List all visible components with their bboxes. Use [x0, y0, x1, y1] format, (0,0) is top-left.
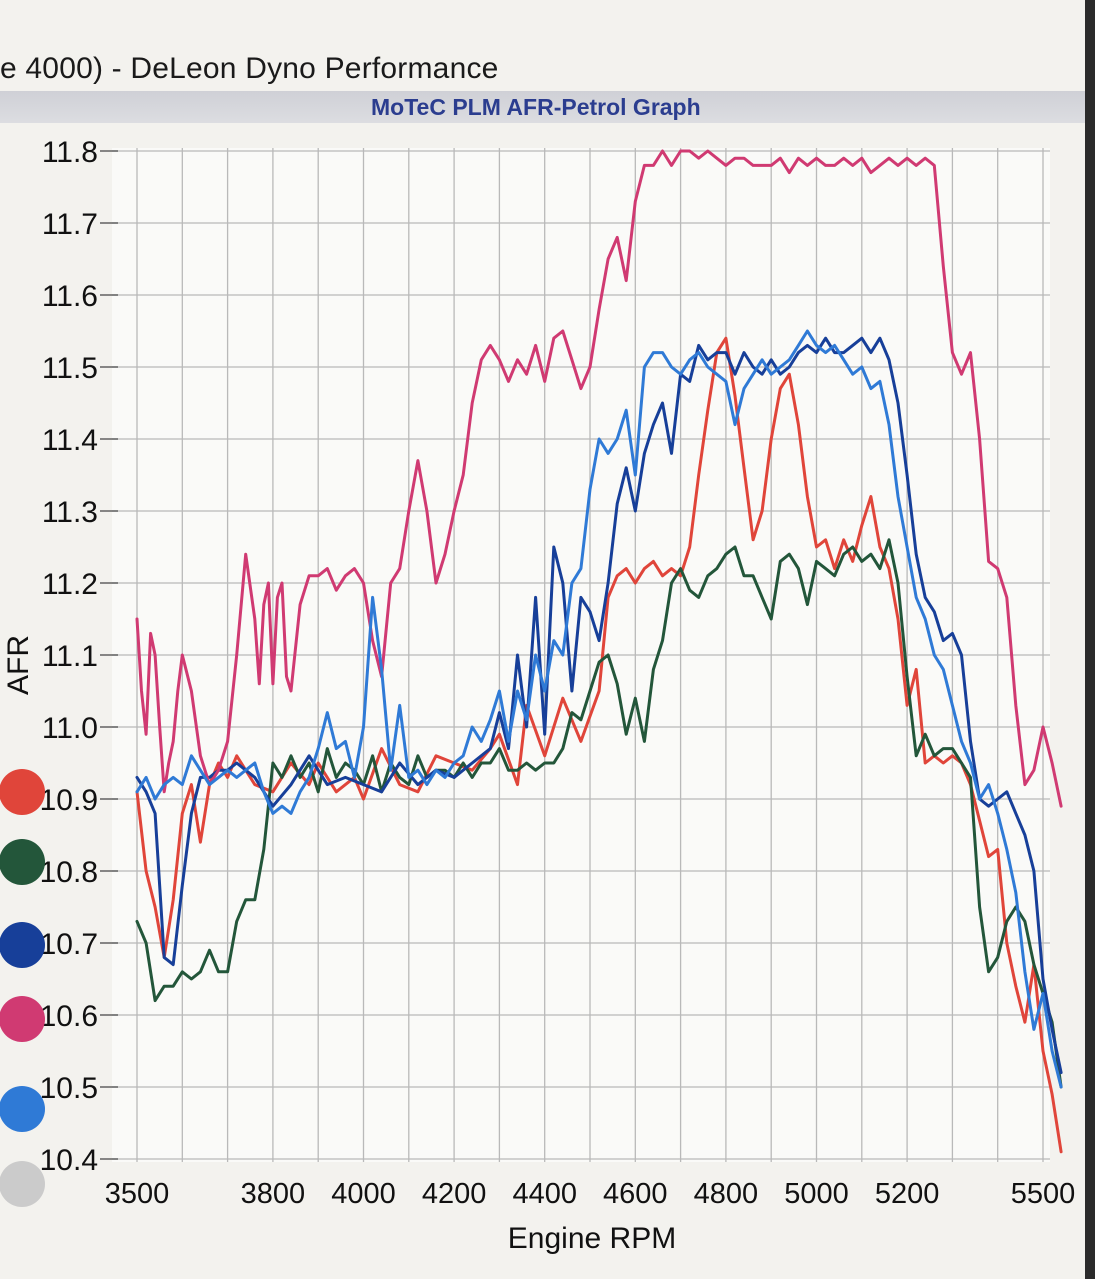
ticks-layer: 10.4 10.5 10.6 10.7 10.8 10.9 11.0 11.1 11.2 11.3…: [40, 136, 1076, 1210]
legend-swatch-4: [0, 996, 45, 1042]
legend-swatch-5: [0, 1086, 45, 1132]
y-tick-label: 11.0: [42, 712, 98, 745]
y-tick-label: 10.6: [40, 1000, 98, 1033]
y-tick-label: 10.9: [40, 784, 98, 817]
series-layer: [135, 149, 1063, 1154]
y-tick-label: 10.5: [40, 1072, 98, 1105]
legend-swatch-1: [0, 769, 45, 815]
series-line-5: [135, 329, 1063, 1089]
subtitle-band: [0, 91, 1095, 123]
series-line-4: [135, 149, 1063, 808]
series-line-3: [135, 336, 1063, 1075]
chart-title: MoTeC PLM AFR-Petrol Graph: [371, 94, 701, 120]
page-edge: [1085, 0, 1095, 1279]
x-tick-label: 5000: [784, 1178, 849, 1210]
y-axis-label: AFR: [2, 635, 35, 695]
legend-swatch-2: [0, 839, 45, 885]
y-tick-label: 10.7: [40, 928, 98, 961]
series-line-2: [135, 538, 1063, 1089]
x-tick-label: 5200: [875, 1178, 940, 1210]
x-tick-label: 3500: [105, 1178, 170, 1210]
x-tick-label: 4400: [512, 1178, 577, 1210]
y-tick-label: 11.7: [42, 208, 98, 241]
y-tick-label: 11.6: [42, 280, 98, 313]
x-tick-label: 3800: [241, 1178, 306, 1210]
y-tick-label: 11.8: [42, 136, 98, 169]
grid: [112, 148, 1050, 1162]
x-axis-label: Engine RPM: [508, 1222, 676, 1255]
legend-swatch-6: [0, 1161, 45, 1207]
y-tick-label: 11.3: [42, 496, 98, 529]
y-tick-label: 10.4: [40, 1144, 98, 1177]
page-title: e 4000) - DeLeon Dyno Performance: [0, 52, 499, 85]
legend-swatch-3: [0, 922, 45, 968]
x-tick-label: 4000: [331, 1178, 396, 1210]
y-tick-label: 11.5: [42, 352, 98, 385]
y-tick-label: 10.8: [40, 856, 98, 889]
x-tick-label: 4600: [603, 1178, 668, 1210]
x-tick-label: 5500: [1011, 1178, 1076, 1210]
legend: [0, 769, 45, 1207]
y-tick-label: 11.1: [42, 640, 98, 673]
x-tick-label: 4800: [694, 1178, 759, 1210]
y-tick-label: 11.4: [42, 424, 98, 457]
x-tick-label: 4200: [422, 1178, 487, 1210]
y-tick-label: 11.2: [42, 568, 98, 601]
